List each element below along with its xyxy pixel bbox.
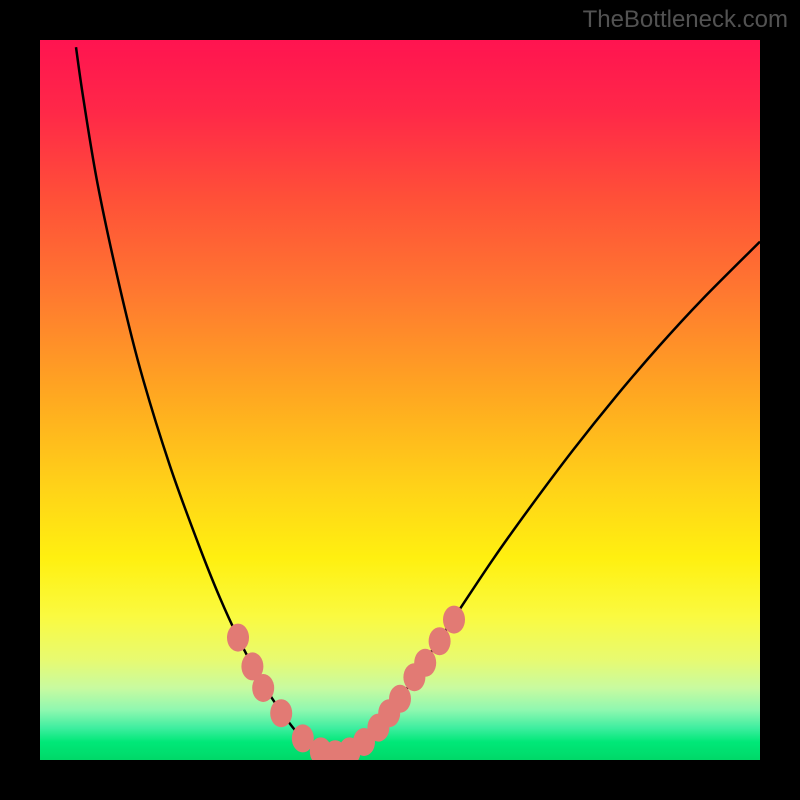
curve-marker [429,627,451,655]
curve-marker [414,649,436,677]
curve-marker [252,674,274,702]
curve-marker [389,685,411,713]
curve-marker [443,606,465,634]
border-left [0,0,40,800]
curve-marker [227,624,249,652]
chart-svg [0,0,800,800]
watermark-text: TheBottleneck.com [583,6,788,34]
border-right [760,0,800,800]
curve-marker [270,699,292,727]
border-bottom [0,760,800,800]
chart-frame: TheBottleneck.com [0,0,800,800]
